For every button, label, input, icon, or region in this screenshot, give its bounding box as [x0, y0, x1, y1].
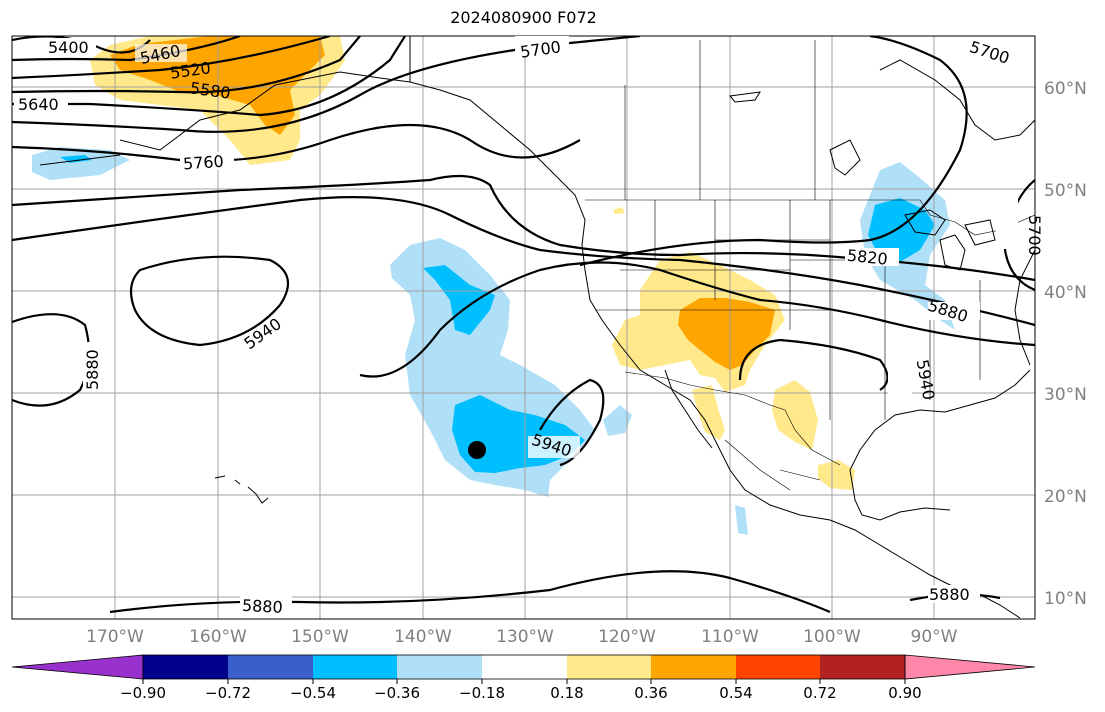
contour-5940-left: [129, 255, 290, 347]
contour-5880-north: [12, 196, 1035, 327]
contour-5940-mid: [359, 261, 1035, 378]
negative-anomaly-pacific-south: [735, 505, 748, 535]
contour-5760: [12, 123, 581, 162]
gridlines: [12, 36, 1035, 619]
colorbar-swatch: [820, 655, 905, 679]
lon-tick-labels: 170°W 160°W 150°W 140°W 130°W 120°W 110°…: [86, 627, 958, 647]
colorbar-label: −0.18: [459, 684, 505, 702]
plot-title: 2024080900 F072: [450, 8, 597, 27]
contour-labels: 5400 5460 5520 5580 5640 5700 5700 5760 …: [14, 36, 1044, 617]
lon-tick: 160°W: [189, 627, 247, 647]
colorbar-label: 0.36: [634, 684, 667, 702]
colorbar-swatch: [651, 655, 736, 679]
contour-label: 5880: [242, 596, 284, 617]
contour-label: 5400: [48, 38, 89, 57]
borders: [409, 36, 1035, 491]
lat-tick: 30°N: [1044, 385, 1087, 405]
colorbar-label: −0.72: [205, 684, 251, 702]
colorbar-label: −0.36: [374, 684, 420, 702]
negative-anomaly-pacific-core: [423, 265, 495, 335]
colorbar-swatch: [736, 655, 820, 679]
lon-tick: 140°W: [394, 627, 452, 647]
lat-tick: 50°N: [1044, 181, 1087, 201]
positive-anomaly-mexico: [692, 385, 725, 440]
colorbar-label: 0.72: [803, 684, 836, 702]
colorbar-swatch: [482, 655, 567, 679]
contour-label: 5880: [83, 349, 102, 390]
colorbar-swatch: [567, 655, 651, 679]
colorbar-swatch: [313, 655, 397, 679]
map-area: [12, 36, 1035, 619]
lon-tick: 120°W: [598, 627, 656, 647]
contour-label: 5700: [1025, 215, 1044, 256]
contour-5580: [12, 36, 361, 94]
lat-tick: 60°N: [1044, 79, 1087, 99]
colorbar-label: 0.90: [888, 684, 921, 702]
colorbar-extend-left: [11, 654, 144, 680]
contour-label: 5880: [929, 585, 970, 604]
contour-5880-east: [579, 36, 968, 267]
colorbar-label: 0.18: [550, 684, 583, 702]
lon-tick: 110°W: [701, 627, 759, 647]
positive-anomaly-gulf: [818, 460, 855, 490]
lon-tick: 90°W: [911, 627, 958, 647]
contour-label: 5640: [18, 95, 59, 114]
colorbar-swatch: [397, 655, 482, 679]
colorbar-extend-right: [904, 654, 1036, 680]
contour-label: 5760: [182, 152, 224, 174]
storm-center-marker: [468, 441, 486, 459]
colorbar: −0.90 −0.72 −0.54 −0.36 −0.18 0.18 0.36 …: [11, 654, 1036, 702]
negative-anomaly-greatlakes-core: [868, 198, 935, 262]
lat-tick: 40°N: [1044, 283, 1087, 303]
lon-tick: 170°W: [86, 627, 144, 647]
colorbar-label: 0.54: [719, 684, 752, 702]
contour-5940-east: [738, 338, 889, 391]
contour-5520: [12, 36, 331, 80]
contour-label: 5820: [846, 246, 888, 269]
negative-anomaly-aleutian: [32, 147, 130, 180]
contour-5880-south: [109, 570, 831, 614]
contour-5760-se: [1003, 179, 1035, 292]
lat-tick: 20°N: [1044, 487, 1087, 507]
positive-anomaly-texas: [772, 380, 818, 450]
colorbar-label: −0.90: [120, 684, 166, 702]
lat-tick-labels: 60°N 50°N 40°N 30°N 20°N 10°N: [1044, 79, 1087, 609]
colorbar-label: −0.54: [290, 684, 336, 702]
contour-5940-low: [539, 378, 605, 467]
lon-tick: 100°W: [803, 627, 861, 647]
colorbar-swatch: [143, 655, 228, 679]
positive-anomaly-small: [613, 207, 625, 214]
lon-tick: 130°W: [496, 627, 554, 647]
contour-5460: [12, 36, 241, 62]
lon-tick: 150°W: [291, 627, 349, 647]
lat-tick: 10°N: [1044, 589, 1087, 609]
colorbar-swatch: [228, 655, 313, 679]
negative-anomaly-baja: [603, 405, 632, 436]
